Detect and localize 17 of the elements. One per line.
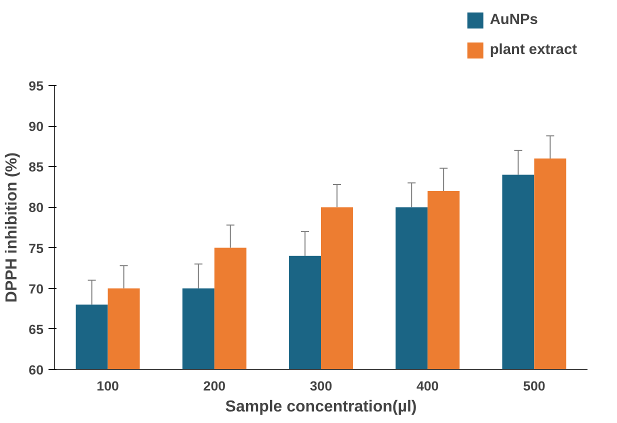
x-tick-label: 500	[523, 378, 546, 394]
y-tick-label: 95	[28, 78, 44, 94]
x-tick-label: 300	[310, 378, 332, 394]
y-tick-label: 90	[28, 119, 44, 134]
legend-label: AuNPs	[490, 12, 538, 28]
y-axis-title: DPPH inhibition (%)	[4, 152, 21, 303]
legend-label: plant extract	[490, 42, 577, 58]
y-tick-label: 85	[28, 160, 44, 175]
y-tick-label: 70	[28, 281, 44, 296]
x-tick-label: 200	[203, 378, 226, 394]
x-tick-label: 400	[416, 378, 439, 394]
y-tick-label: 65	[28, 322, 44, 337]
y-tick-label: 75	[28, 240, 44, 256]
x-axis-title: Sample concentration(µl)	[225, 398, 417, 416]
y-tick-label: 80	[28, 200, 44, 216]
y-tick-label: 60	[28, 362, 44, 378]
x-tick-label: 100	[96, 378, 119, 394]
